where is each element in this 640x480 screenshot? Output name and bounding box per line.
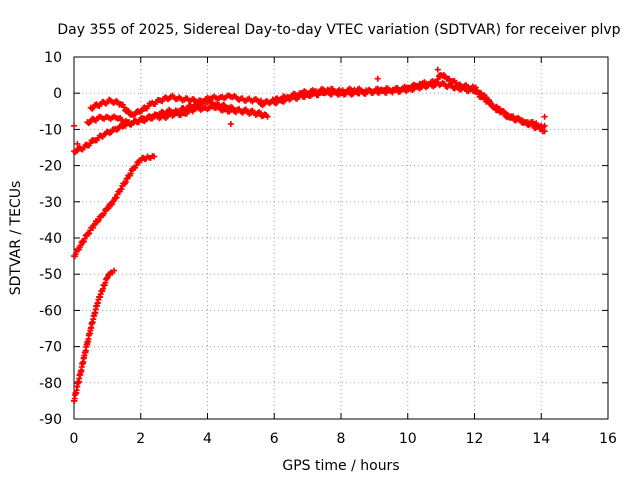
- chart-title: Day 355 of 2025, Sidereal Day-to-day VTE…: [57, 22, 620, 38]
- data-point: [104, 274, 111, 281]
- grid: [74, 57, 608, 419]
- y-tick-label: 0: [53, 86, 62, 102]
- x-tick-label: 6: [270, 431, 279, 447]
- data-point: [541, 122, 548, 129]
- y-tick-label: -70: [39, 340, 62, 356]
- data-point-sample: [113, 194, 120, 201]
- data-point: [227, 120, 234, 127]
- x-tick-label: 0: [70, 431, 79, 447]
- data-point: [74, 140, 81, 147]
- data-point-sample: [127, 170, 134, 177]
- data-point-sample: [72, 251, 79, 258]
- y-axis-label: SDTVAR / TECUs: [8, 181, 24, 296]
- series-layer: [71, 66, 548, 404]
- x-axis: 0 2 4 6 8 10 12 14 16: [70, 57, 617, 447]
- data-point-sample: [95, 216, 102, 223]
- x-tick-label: 16: [599, 431, 617, 447]
- series-middle-band: [84, 98, 271, 127]
- data-point-sample: [105, 205, 112, 212]
- data-point: [151, 153, 158, 160]
- data-point-sample: [81, 235, 88, 242]
- series-upper-band: [87, 92, 264, 119]
- y-tick-label: -10: [39, 122, 62, 138]
- data-point: [434, 66, 441, 73]
- data-point-sample: [86, 230, 93, 237]
- y-tick-label: -30: [39, 195, 62, 211]
- y-axis: 10 0 -10 -20 -30 -40 -50 -60 -70 -80 -90: [39, 50, 608, 428]
- y-tick-label: -90: [39, 412, 62, 428]
- data-point-sample: [122, 179, 129, 186]
- series-main-daytime-arc: [257, 72, 548, 131]
- data-point-sample: [133, 162, 140, 169]
- data-point: [541, 113, 548, 120]
- data-point: [264, 113, 271, 120]
- y-tick-label: 10: [44, 50, 62, 66]
- data-point: [71, 122, 77, 129]
- data-point-sample: [121, 104, 128, 111]
- data-point: [541, 128, 548, 135]
- x-tick-label: 12: [466, 431, 484, 447]
- y-tick-label: -60: [39, 303, 62, 319]
- x-axis-label: GPS time / hours: [282, 458, 399, 474]
- y-tick-label: -50: [39, 267, 62, 283]
- x-tick-label: 4: [203, 431, 212, 447]
- y-tick-label: -20: [39, 159, 62, 175]
- series-main-daytime-arc-lower: [271, 79, 548, 135]
- x-tick-label: 2: [136, 431, 145, 447]
- series-scattered-points: [71, 66, 548, 147]
- data-point-sample: [101, 210, 108, 217]
- data-point-sample: [112, 195, 119, 202]
- data-point: [111, 267, 118, 274]
- x-tick-label: 8: [337, 431, 346, 447]
- data-point-sample: [118, 186, 125, 193]
- data-point: [374, 75, 381, 82]
- x-tick-label: 14: [532, 431, 550, 447]
- x-tick-label: 10: [399, 431, 417, 447]
- series-steep-recovery-arc: [71, 267, 118, 404]
- y-tick-label: -80: [39, 376, 62, 392]
- series-rising-arc: [71, 153, 158, 260]
- y-tick-label: -40: [39, 231, 62, 247]
